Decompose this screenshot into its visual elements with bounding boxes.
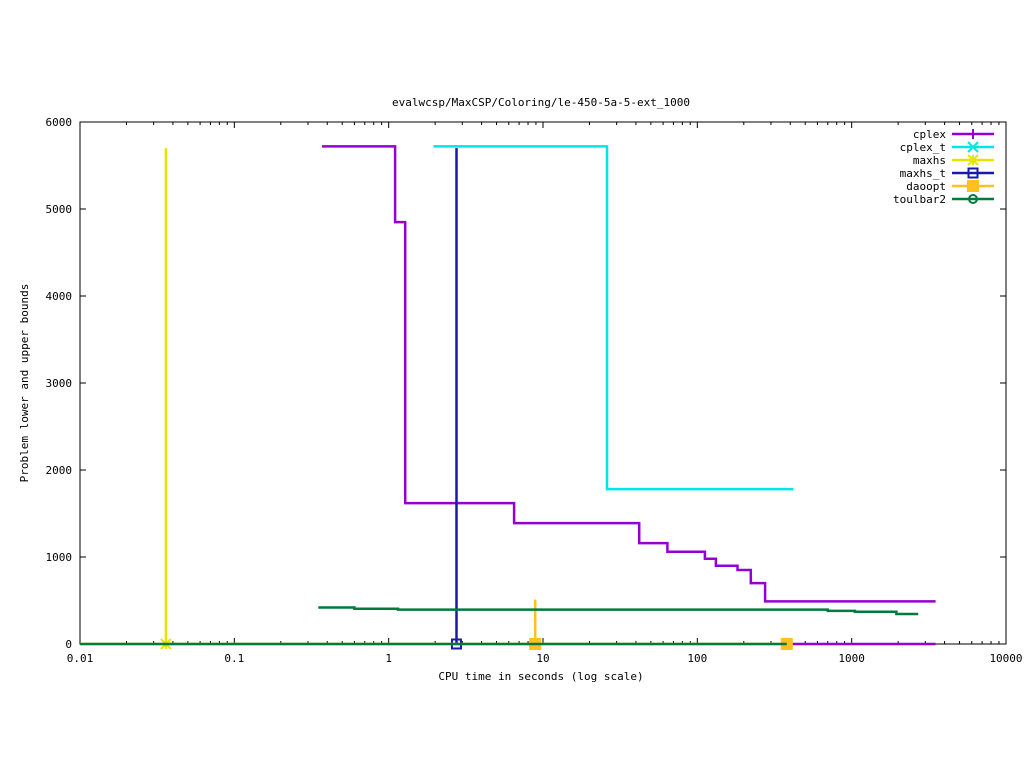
- legend-entry-cplex_t: cplex_t: [900, 141, 994, 154]
- x-tick-label: 10000: [989, 652, 1022, 665]
- legend-marker: [967, 167, 979, 179]
- y-tick-label: 6000: [46, 116, 73, 129]
- legend-entry-daoopt: daoopt: [906, 180, 994, 193]
- y-tick-label: 1000: [46, 551, 73, 564]
- legend-label: cplex_t: [900, 141, 946, 154]
- series-toulbar2: [80, 606, 919, 646]
- legend-label: toulbar2: [893, 193, 946, 206]
- y-tick-label: 0: [65, 638, 72, 651]
- legend-label: cplex: [913, 128, 946, 141]
- legend-entry-maxhs: maxhs: [913, 154, 994, 167]
- legend-marker: [967, 141, 979, 153]
- legend-marker: [968, 129, 978, 139]
- x-tick-label: 0.01: [67, 652, 94, 665]
- plot-frame: [79, 121, 1007, 645]
- series-daoopt: [80, 599, 793, 650]
- x-tick-label: 1: [385, 652, 392, 665]
- y-tick-label: 5000: [46, 203, 73, 216]
- legend-marker: [967, 180, 979, 192]
- y-tick-label: 2000: [46, 464, 73, 477]
- x-tick-label: 1000: [838, 652, 865, 665]
- series-cplex_t-upper-line: [433, 145, 794, 491]
- x-tick-label: 100: [687, 652, 707, 665]
- x-tick-label: 10: [536, 652, 549, 665]
- y-tick-label: 4000: [46, 290, 73, 303]
- legend-label: maxhs: [913, 154, 946, 167]
- series-maxhs: [160, 148, 172, 650]
- series-cplex_t: [433, 145, 794, 491]
- x-tick-label: 0.1: [224, 652, 244, 665]
- series-maxhs_t: [450, 148, 462, 650]
- series-cplex-upper-line: [322, 145, 936, 603]
- chart-title: evalwcsp/MaxCSP/Coloring/le-450-5a-5-ext…: [392, 96, 690, 109]
- legend-label: daoopt: [906, 180, 946, 193]
- axis-ticks: 0.01 0.1 1 10 100 1000 10000 0 1000 2000 3000 4000 5…: [46, 116, 1023, 665]
- x-axis-label: CPU time in seconds (log scale): [438, 670, 643, 683]
- series-layer: [80, 145, 936, 650]
- legend-entry-cplex: cplex: [913, 128, 994, 141]
- legend-marker: [967, 154, 979, 166]
- y-axis-label: Problem lower and upper bounds: [18, 284, 31, 483]
- legend-label: maxhs_t: [900, 167, 946, 180]
- legend-entry-toulbar2: toulbar2: [893, 193, 994, 206]
- series-toulbar2-upper-line: [318, 606, 919, 616]
- legend-marker: [968, 194, 978, 204]
- series-cplex: [322, 145, 936, 646]
- y-tick-label: 3000: [46, 377, 73, 390]
- legend-entry-maxhs_t: maxhs_t: [900, 167, 994, 180]
